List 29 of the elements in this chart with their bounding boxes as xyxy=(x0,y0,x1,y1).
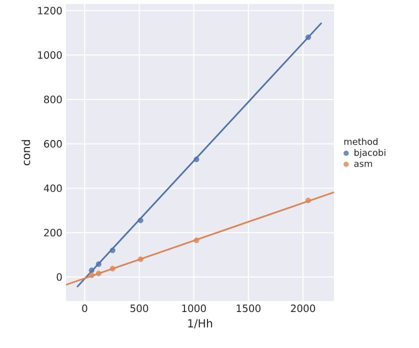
point xyxy=(88,268,94,274)
point xyxy=(194,156,200,162)
y-tick-label: 1000 xyxy=(38,51,62,59)
legend-label: asm xyxy=(354,162,372,167)
y-tick-label: 1200 xyxy=(38,6,62,14)
x-tick-label: 500 xyxy=(130,304,148,312)
point xyxy=(305,198,312,204)
point xyxy=(194,238,200,244)
point xyxy=(305,34,312,40)
point xyxy=(88,272,94,278)
x-tick-label: 1000 xyxy=(182,304,206,312)
legend-title: method xyxy=(344,138,378,145)
point xyxy=(138,256,144,262)
point xyxy=(96,270,102,276)
point xyxy=(138,218,144,224)
y-tick-label: 800 xyxy=(44,96,62,104)
y-tick-label: 0 xyxy=(56,273,62,281)
y-axis-title: cond xyxy=(22,140,30,166)
x-tick-label: 2000 xyxy=(291,304,316,312)
y-tick-label: 600 xyxy=(44,140,62,148)
y-tick-label: 200 xyxy=(44,228,62,236)
point xyxy=(110,248,116,254)
y-tick-label: 400 xyxy=(44,184,62,192)
x-tick-label: 0 xyxy=(82,304,88,312)
legend-label: bjacobi xyxy=(354,149,386,158)
point xyxy=(110,266,116,272)
x-axis-title: 1/Hh xyxy=(188,318,212,328)
point xyxy=(96,261,102,267)
x-tick-label: 1500 xyxy=(236,304,260,312)
